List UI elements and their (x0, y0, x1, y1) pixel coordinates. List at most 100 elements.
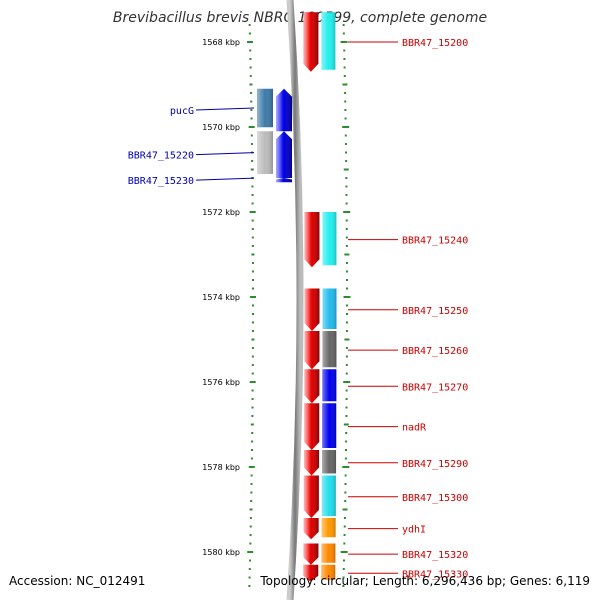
scale-tick-right (345, 432, 348, 434)
scale-tick-left (250, 117, 253, 120)
scale-tick-right (345, 406, 348, 409)
scale-tick-left (248, 32, 251, 35)
reverse-gene-label[interactable]: pucG (170, 106, 194, 117)
forward-gene-arrow[interactable] (303, 543, 319, 565)
scale-tick-right (343, 66, 346, 69)
forward-gene-label[interactable]: BBR47_15330 (402, 569, 468, 580)
forward-gene-label[interactable]: BBR47_15250 (402, 306, 468, 317)
scale-tick-left (251, 449, 253, 451)
scale-tick-left (251, 406, 254, 409)
scale-tick-right (342, 32, 345, 35)
scale-tick-right (343, 423, 349, 426)
reverse-gene-arrow[interactable] (276, 88, 292, 132)
scale-tick-left (251, 236, 254, 239)
forward-gene-cog-box (322, 369, 337, 402)
scale-tick-left (251, 279, 254, 281)
forward-gene-cog-box (322, 288, 337, 329)
forward-gene-label[interactable]: BBR47_15300 (402, 493, 468, 504)
scale-tick-right (344, 483, 347, 485)
scale-tick-right (344, 474, 347, 477)
scale-tick-label: 1576 kbp (202, 378, 240, 387)
scale-tick-right (345, 270, 348, 273)
forward-gene-label[interactable]: nadR (402, 423, 427, 434)
forward-gene-arrow[interactable] (304, 403, 320, 450)
forward-gene-label[interactable]: BBR47_15320 (402, 550, 468, 561)
reverse-gene-cog-box (257, 88, 273, 128)
forward-gene-label[interactable]: BBR47_15200 (402, 38, 468, 49)
scale-tick-right (342, 508, 348, 511)
scale-tick-right (345, 151, 348, 154)
scale-tick-left (251, 355, 254, 358)
scale-tick-left (251, 160, 254, 162)
scale-tick-right (343, 211, 351, 213)
scale-tick-left (250, 457, 253, 460)
forward-gene-arrow[interactable] (304, 212, 320, 268)
scale-tick-right (343, 49, 346, 52)
scale-tick-right (345, 415, 348, 417)
forward-gene-label[interactable]: BBR47_15240 (402, 236, 468, 247)
scale-tick-label: 1574 kbp (202, 293, 240, 302)
gene-features (257, 12, 337, 582)
scale-tick-right (345, 279, 348, 281)
forward-gene-label[interactable]: BBR47_15290 (402, 459, 468, 470)
reverse-gene-label[interactable]: BBR47_15230 (128, 176, 194, 187)
scale-tick-left (251, 202, 254, 205)
scale-tick-right (342, 568, 345, 570)
scale-tick-right (344, 109, 347, 111)
reverse-gene-arrow[interactable] (276, 178, 292, 183)
scale-ticks: 1568 kbp 1570 kbp 1572 kbp 1574 kbp 1576 kbp… (202, 24, 351, 587)
scale-tick-right (343, 542, 346, 545)
scale-tick-label: 1568 kbp (202, 38, 240, 47)
scale-tick-left (249, 381, 256, 383)
scale-tick-left (250, 474, 253, 477)
scale-tick-left (251, 389, 254, 392)
scale-tick-right (345, 364, 348, 366)
accession-text: Accession: NC_012491 (9, 574, 146, 588)
scale-tick-left (251, 321, 254, 324)
scale-tick-right (345, 372, 348, 375)
scale-tick-left (251, 338, 255, 341)
forward-gene-cog-box (322, 331, 337, 368)
scale-tick-left (251, 440, 254, 443)
scale-tick-right (345, 440, 348, 443)
forward-gene-label[interactable]: BBR47_15270 (402, 382, 468, 393)
forward-gene-arrow[interactable] (304, 331, 320, 370)
scale-tick-right (343, 517, 346, 519)
scale-tick-left (250, 109, 253, 111)
scale-tick-left (248, 466, 255, 468)
scale-tick-left (251, 228, 254, 230)
scale-tick-left (250, 134, 253, 137)
scale-tick-left (251, 398, 254, 400)
scale-tick-right (340, 551, 348, 553)
scale-tick-right (343, 58, 346, 60)
scale-tick-right (342, 83, 348, 86)
scale-tick-left (251, 415, 254, 417)
forward-gene-arrow[interactable] (303, 518, 319, 540)
reverse-gene-arrow[interactable] (276, 131, 292, 178)
forward-gene-label[interactable]: ydhI (402, 525, 426, 536)
scale-tick-right (342, 559, 345, 562)
forward-gene-arrow[interactable] (303, 475, 319, 519)
forward-gene-arrow[interactable] (303, 564, 319, 582)
forward-gene-arrow[interactable] (304, 369, 320, 404)
scale-tick-label: 1580 kbp (202, 548, 240, 557)
scale-tick-right (345, 313, 348, 315)
map-title: Brevibacillus brevis NBRC 100599, comple… (112, 10, 488, 26)
scale-tick-right (343, 525, 346, 528)
scale-tick-right (342, 585, 345, 587)
forward-gene-arrow[interactable] (303, 12, 319, 72)
reverse-gene-label[interactable]: BBR47_15220 (128, 151, 194, 162)
scale-tick-left (251, 372, 254, 375)
scale-tick-left (249, 58, 252, 60)
scale-tick-left (248, 568, 251, 570)
scale-tick-left (250, 491, 253, 494)
scale-tick-left (251, 347, 254, 349)
forward-gene-label[interactable]: BBR47_15260 (402, 346, 468, 357)
scale-tick-label: 1572 kbp (202, 208, 240, 217)
scale-tick-left (248, 24, 251, 26)
scale-tick-right (345, 236, 348, 239)
forward-gene-arrow[interactable] (304, 288, 320, 332)
forward-gene-cog-box (321, 12, 336, 70)
forward-gene-arrow[interactable] (304, 450, 320, 476)
